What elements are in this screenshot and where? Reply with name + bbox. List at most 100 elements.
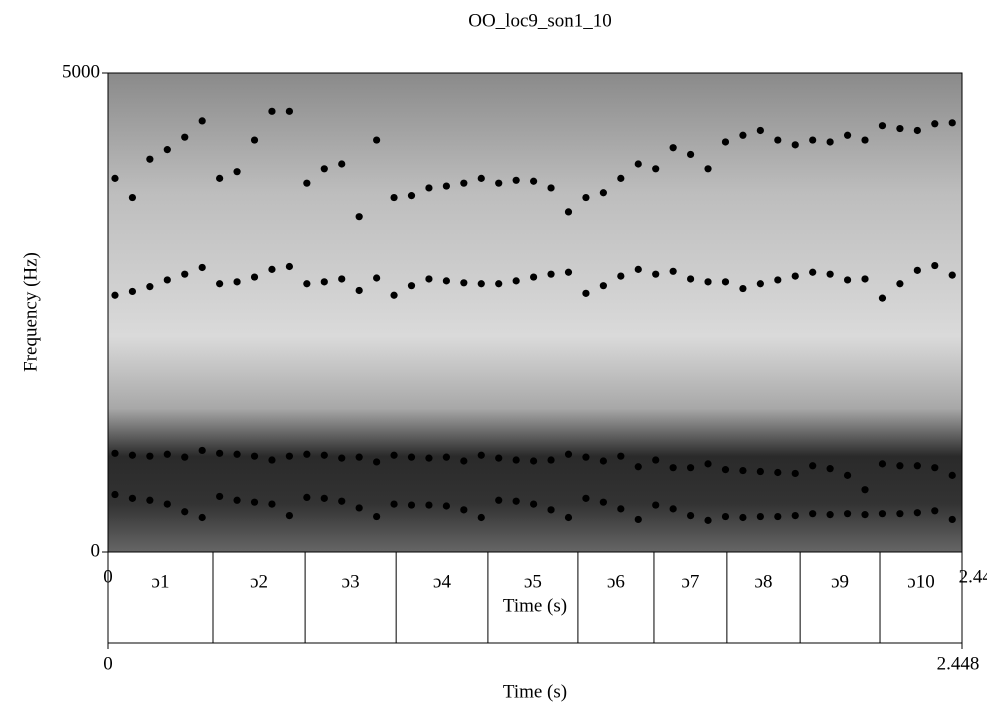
formant-point [913,462,921,470]
spectrogram [108,73,962,552]
formant-point [442,182,450,190]
formant-point [181,270,189,278]
formant-point [739,466,747,475]
formant-point [512,277,520,285]
formant-point [460,279,468,287]
formant-point [599,189,607,197]
x-tick-label: 2.448 [937,653,980,674]
formant-point [390,193,398,202]
y-axis-label: Frequency (Hz) [20,252,41,372]
interval-label: ɔ1 [152,571,170,592]
formant-point [407,453,416,461]
formant-point [407,501,416,509]
formant-point [704,278,712,286]
formant-point [948,471,956,479]
formant-point [826,138,834,146]
formant-point [495,454,503,462]
formant-point [477,280,485,288]
formant-point [878,510,887,518]
formant-point [355,504,363,512]
formant-point [948,515,956,524]
formant-point [896,462,904,470]
formant-point [913,509,921,517]
formant-point [652,456,660,464]
formant-point [320,278,328,286]
formant-point [564,450,573,458]
formant-point [338,497,346,505]
interval-label: ɔ2 [250,571,268,592]
formant-point [617,452,625,460]
interval-label: ɔ7 [681,571,699,592]
formant-point [774,512,782,521]
x-tick-label-top: 0 [103,566,113,587]
formant-point [425,454,433,462]
formant-point [163,146,171,154]
formant-point [425,275,433,283]
formant-point [739,284,747,293]
formant-point [861,486,869,494]
formant-point [495,179,503,187]
formant-point [669,144,677,152]
formant-point [530,177,538,185]
interval-label: ɔ6 [607,571,625,592]
formant-point [704,516,712,524]
formant-point [582,494,590,502]
formant-point [146,452,154,460]
formant-point [791,141,799,149]
formant-point [338,160,346,168]
formant-point [948,119,956,127]
formant-point [198,446,206,455]
formant-point [181,453,189,461]
formant-point [530,457,538,465]
x-axis-label: Time (s) [503,681,567,702]
formant-point [181,133,189,141]
formant-point [739,131,747,139]
formant-point [390,500,398,508]
formant-point [268,107,276,115]
x-tick-label: 0 [103,653,113,674]
formant-point [216,174,224,182]
frame [107,72,963,644]
formant-point [163,500,171,508]
formant-point [512,497,520,505]
formant-point [512,176,520,184]
formant-point [547,506,555,514]
formant-point [756,126,764,135]
formant-point [442,453,450,461]
formant-point [669,267,677,275]
formant-point [111,174,119,182]
formant-point [721,466,730,474]
formant-point [564,208,573,216]
interval-label: ɔ10 [907,571,934,592]
formant-point [303,450,311,458]
formant-point [460,506,468,514]
formant-point [791,511,799,520]
formant-point [373,274,381,282]
formant-point [669,505,677,513]
formant-point [198,513,206,522]
formant-point [826,465,834,473]
formant-point [896,510,904,518]
formant-point [146,155,154,163]
formant-point [198,117,206,125]
chart-title: OO_loc9_son1_10 [468,10,612,31]
formant-point [617,272,625,280]
formant-point [826,270,834,278]
formant-point [774,136,782,144]
formant-point [582,453,590,461]
formant-point [721,138,730,146]
formant-point [878,122,887,130]
formant-point [373,458,381,466]
formant-point [756,280,764,288]
formant-point [163,276,171,284]
formant-point [791,272,799,280]
formant-point [861,511,869,519]
formant-point [250,452,259,460]
formant-point [599,282,607,290]
y-tick-label: 5000 [62,61,100,82]
formant-point [896,124,904,133]
formant-point [373,512,381,521]
formant-point [617,505,625,513]
formant-point [111,291,119,299]
